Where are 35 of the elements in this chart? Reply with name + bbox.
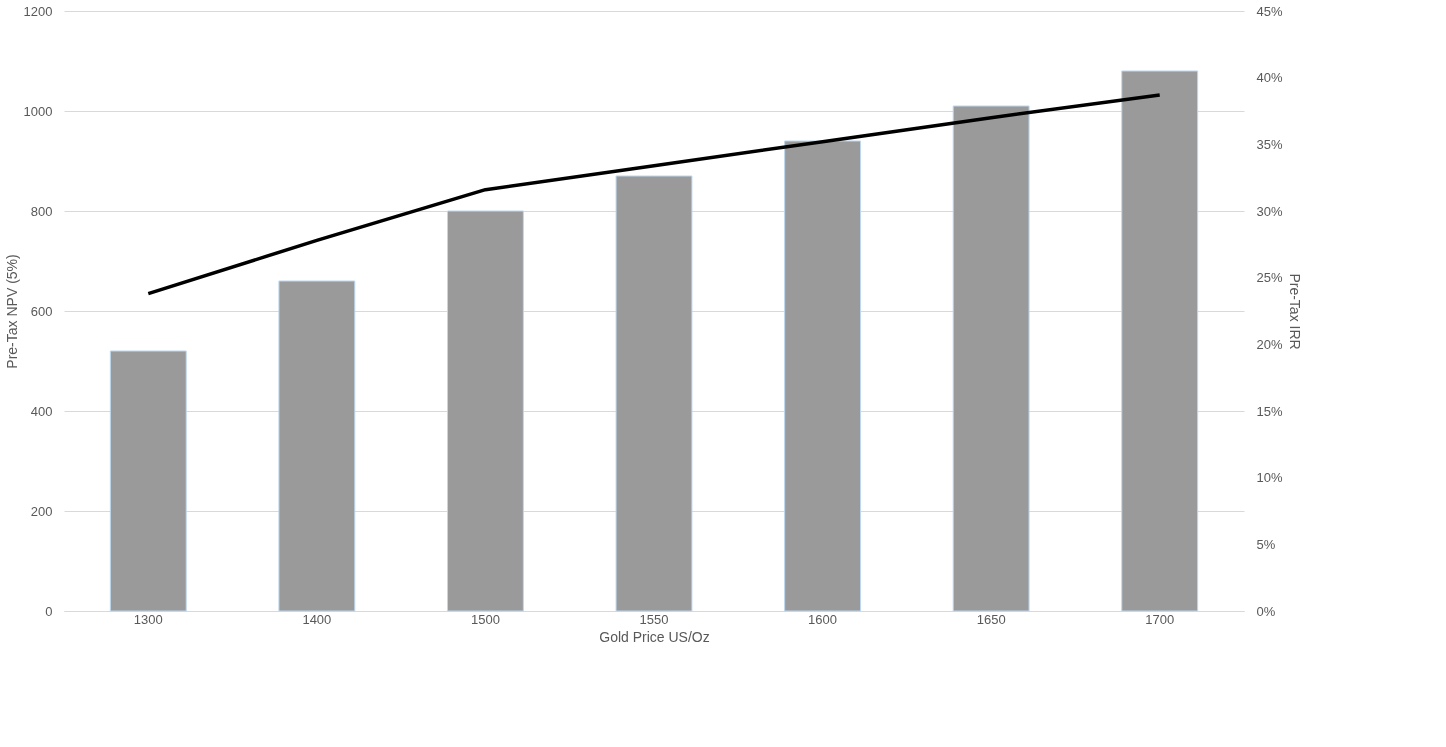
y2-tick-label: 20% bbox=[1256, 336, 1283, 352]
y-tick-label: 800 bbox=[30, 203, 53, 219]
y2-tick-label: 45% bbox=[1256, 3, 1283, 19]
bar bbox=[278, 280, 356, 612]
y-tick-label: 1000 bbox=[23, 103, 53, 119]
bar bbox=[784, 140, 861, 612]
x-tick-label: 1550 bbox=[639, 611, 669, 627]
y-tick-label: 400 bbox=[30, 403, 53, 419]
y2-tick-label: 40% bbox=[1256, 70, 1283, 86]
bar bbox=[952, 105, 1030, 612]
bar bbox=[109, 350, 187, 612]
x-tick-label: 1400 bbox=[302, 611, 332, 627]
x-tick-label: 1600 bbox=[808, 611, 838, 627]
bar bbox=[1121, 70, 1199, 612]
y2-tick-label: 0% bbox=[1256, 603, 1276, 619]
y-tick-label: 1200 bbox=[23, 3, 53, 19]
y2-tick-label: 15% bbox=[1256, 403, 1283, 419]
bar bbox=[447, 210, 524, 612]
bar bbox=[615, 175, 693, 612]
y2-tick-label: 10% bbox=[1256, 470, 1283, 486]
y-tick-label: 0 bbox=[45, 603, 53, 619]
x-tick-label: 1300 bbox=[133, 611, 163, 627]
y2-tick-label: 5% bbox=[1256, 536, 1276, 552]
x-tick-label: 1500 bbox=[470, 611, 500, 627]
y2-tick-label: 35% bbox=[1256, 136, 1283, 152]
y-axis-title: Pre-Tax NPV (5%) bbox=[3, 254, 20, 369]
y2-axis-title: Pre-Tax IRR bbox=[1286, 273, 1303, 350]
line-series bbox=[146, 93, 1162, 296]
y-tick-label: 600 bbox=[30, 303, 53, 319]
y2-tick-label: 25% bbox=[1256, 270, 1283, 286]
x-tick-label: 1650 bbox=[976, 611, 1006, 627]
y-tick-label: 200 bbox=[30, 503, 53, 519]
x-axis-title: Gold Price US/Oz bbox=[599, 628, 710, 645]
y2-tick-label: 30% bbox=[1256, 203, 1283, 219]
x-tick-label: 1700 bbox=[1145, 611, 1175, 627]
